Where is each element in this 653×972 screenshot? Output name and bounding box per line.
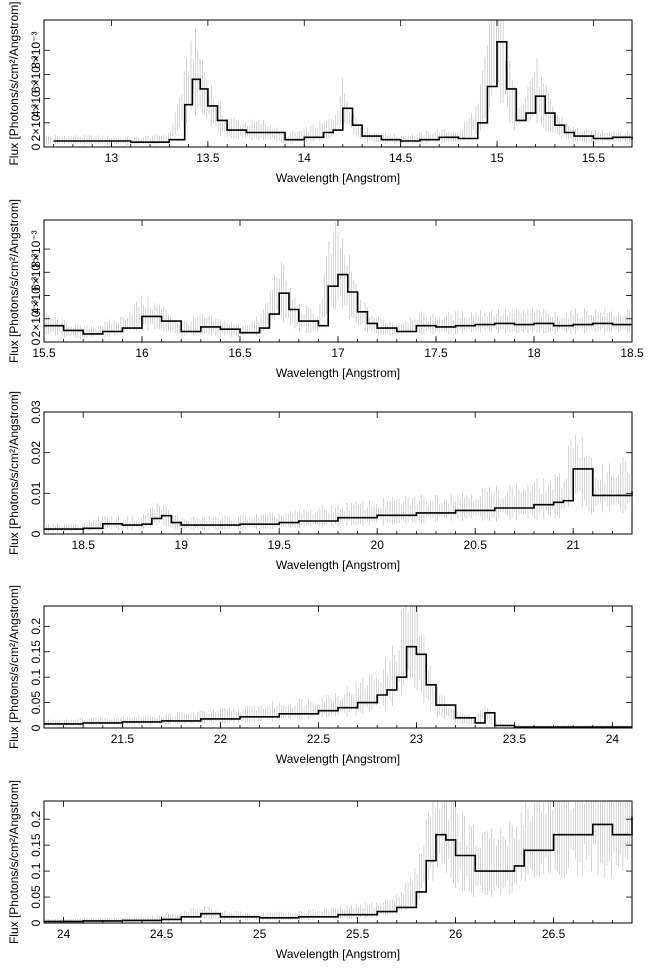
flux-histogram	[44, 645, 632, 728]
x-tick-label: 15.5	[32, 346, 56, 360]
x-tick-label: 25.5	[346, 927, 370, 941]
x-tick-label: 26.5	[542, 927, 566, 941]
x-tick-label: 20	[371, 538, 385, 552]
error-bars	[43, 435, 633, 533]
x-tick-label: 14.5	[389, 151, 413, 165]
x-tick-label: 16.5	[228, 346, 252, 360]
flux-histogram	[44, 816, 633, 923]
y-tick-label: 0.1	[29, 669, 43, 686]
x-tick-label: 18	[527, 346, 541, 360]
spectrum-panel-3: 18.5 19 19.5 20 20.5 21 0 0.01 0.02 0.03 Wavelengt…	[7, 391, 633, 572]
y-axis-label: Flux [Photons/s/cm²/Angstrom]	[7, 585, 21, 749]
y-tick-label: 0.05	[29, 885, 43, 909]
x-tick-label: 22.5	[307, 732, 331, 746]
x-tick-label: 23	[410, 732, 424, 746]
x-tick-label: 24.5	[150, 927, 174, 941]
y-tick-label: 6×10⁻³	[29, 56, 43, 93]
y-tick-label: 0.03	[29, 400, 43, 424]
y-axis-label: Flux [Photons/s/cm²/Angstrom]	[7, 391, 21, 555]
y-tick-label: 0.15	[29, 640, 43, 664]
x-tick-label: 13.5	[196, 151, 220, 165]
x-axis-label: Wavelength [Angstrom]	[276, 366, 400, 380]
y-tick-label: 4×10⁻³	[29, 80, 43, 117]
x-axis-label: Wavelength [Angstrom]	[276, 947, 400, 961]
x-tick-label: 24	[606, 732, 620, 746]
y-tick-label: 8×10⁻³	[29, 230, 43, 267]
error-bars	[43, 801, 633, 923]
x-tick-label: 19	[175, 538, 189, 552]
y-axis-label: Flux [Photons/s/cm²/Angstrom]	[7, 1, 21, 165]
x-tick-label: 14	[298, 151, 312, 165]
y-tick-label: 4×10⁻³	[29, 277, 43, 314]
x-axis-label: Wavelength [Angstrom]	[276, 171, 400, 185]
y-tick-label: 0.15	[29, 833, 43, 857]
plot-frame	[43, 19, 633, 148]
y-tick-label: 0.02	[29, 441, 43, 465]
y-tick-label: 0	[29, 919, 43, 926]
y-tick-label: 6×10⁻³	[29, 254, 43, 291]
y-tick-label: 8×10⁻³	[29, 32, 43, 69]
y-tick-label: 0	[29, 530, 43, 537]
x-tick-label: 23.5	[503, 732, 527, 746]
y-tick-label: 0.1	[29, 862, 43, 879]
x-axis-label: Wavelength [Angstrom]	[276, 558, 400, 572]
y-tick-label: 2×10⁻³	[29, 104, 43, 141]
x-tick-label: 17.5	[424, 346, 448, 360]
y-axis-label: Flux [Photons/s/cm²/Angstrom]	[7, 780, 21, 944]
x-tick-label: 24	[57, 927, 71, 941]
x-tick-label: 18.5	[72, 538, 96, 552]
x-tick-label: 25	[253, 927, 267, 941]
y-tick-label: 0	[29, 143, 43, 150]
x-tick-label: 13	[105, 151, 119, 165]
flux-histogram	[44, 468, 633, 530]
y-tick-label: 0.01	[29, 481, 43, 505]
spectrum-panel-1: 13 13.5 14 14.5 15 15.5 0 2×10⁻³4×10⁻³6×10⁻³8×1…	[7, 1, 633, 185]
x-tick-label: 20.5	[464, 538, 488, 552]
y-axis-label: Flux [Photons/s/cm²/Angstrom]	[7, 199, 21, 363]
flux-histogram	[53, 41, 633, 143]
x-tick-label: 18.5	[620, 346, 644, 360]
x-tick-label: 19.5	[268, 538, 292, 552]
spectrum-panel-5: 24 24.5 25 25.5 26 26.5 0 0.05 0.1 0.15 0.2 Wavelen…	[7, 780, 633, 961]
x-tick-label: 17	[331, 346, 345, 360]
x-axis-label: Wavelength [Angstrom]	[276, 752, 400, 766]
x-tick-label: 21	[567, 538, 581, 552]
x-tick-label: 15.5	[582, 151, 606, 165]
y-tick-label: 0	[29, 338, 43, 345]
spectrum-panel-2: 15.5 16 16.5 17 17.5 18 18.5 02×10⁻³4×10⁻³6×10⁻…	[7, 199, 644, 380]
y-tick-label: 2×10⁻³	[29, 300, 43, 337]
x-tick-label: 21.5	[111, 732, 135, 746]
x-tick-label: 22	[214, 732, 228, 746]
flux-histogram	[44, 273, 632, 335]
y-tick-label: 0.2	[29, 618, 43, 635]
x-tick-label: 26	[449, 927, 463, 941]
x-tick-label: 16	[135, 346, 149, 360]
x-tick-label: 15	[490, 151, 504, 165]
spectrum-panel-4: 21.5 22 22.5 23 23.5 24 0 0.05 0.1 0.15 0.2 Wavelen…	[7, 585, 633, 766]
y-tick-label: 0	[29, 724, 43, 731]
error-bars	[43, 20, 633, 146]
y-tick-label: 0.2	[29, 811, 43, 828]
y-tick-label: 0.05	[29, 691, 43, 715]
